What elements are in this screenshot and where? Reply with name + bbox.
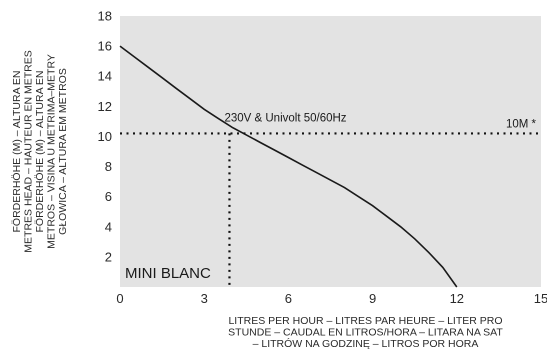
x-axis-title-line: LITRES PER HOUR – LITRES PAR HEURE – LIT… (228, 315, 502, 327)
operating-point-label: 230V & Univolt 50/60Hz (224, 112, 346, 124)
x-tick-label: 9 (369, 291, 376, 306)
y-tick-label: 12 (98, 99, 112, 114)
y-tick-label: 16 (98, 39, 112, 54)
y-tick-label: 14 (98, 69, 112, 84)
y-axis-title-line: FÖRDERHÖHE (M) – ALTURA EN (11, 71, 23, 233)
y-axis-title-line: METROS – VISINA U METRIMA–METRY (46, 54, 58, 249)
y-tick-label: 10 (98, 129, 112, 144)
product-label: MINI BLANC (125, 265, 211, 282)
y-axis-title-line: METRES HEAD – HAUTEUR EN METRES (23, 50, 35, 252)
x-tick-label: 12 (450, 291, 464, 306)
x-tick-label: 6 (285, 291, 292, 306)
x-tick-label: 3 (201, 291, 208, 306)
x-axis-title-line: – LITRÓW NA GODZINĘ – LITROS POR HORA (253, 337, 479, 350)
x-tick-label: 0 (116, 291, 123, 306)
y-axis-title-line: GŁOWICA – ALTURA EM METROS (57, 68, 69, 235)
y-axis-title: FÖRDERHÖHE (M) – ALTURA EN METRES HEAD – … (11, 50, 69, 252)
pump-curve-line (119, 45, 458, 288)
y-tick-label: 6 (105, 189, 112, 204)
reference-line-label: 10M * (506, 118, 537, 130)
y-tick-label: 2 (105, 249, 112, 264)
x-axis-ticks: 0 3 6 9 12 15 (116, 291, 547, 306)
x-tick-label: 15 (534, 291, 547, 306)
y-axis-ticks: 2 4 6 8 10 12 14 16 18 (98, 9, 112, 265)
plot-area (120, 16, 541, 287)
y-tick-label: 8 (105, 159, 112, 174)
y-axis-title-line: FÖRDERHÖHE (M) – ALTURA EN (34, 71, 46, 233)
y-tick-label: 4 (105, 219, 112, 234)
x-axis-title-line: STUNDE – CAUDAL EN LITROS/HORA – LITARA … (228, 327, 503, 339)
y-tick-label: 18 (98, 9, 112, 24)
x-axis-title: LITRES PER HOUR – LITRES PAR HEURE – LIT… (228, 315, 503, 350)
